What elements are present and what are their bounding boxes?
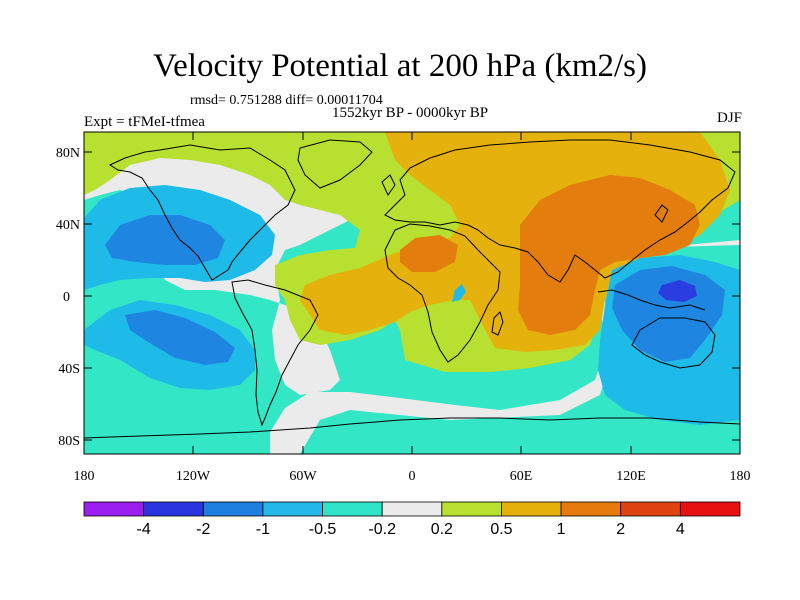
y-tick-label: 0: [63, 290, 70, 305]
contour-fill-field: [84, 132, 740, 454]
antarctica-coastline: [84, 417, 740, 439]
colorbar-label: 2: [616, 521, 625, 538]
x-tick-label: 180: [730, 469, 751, 484]
uk-coastline: [381, 174, 396, 196]
blue-contour-region-south-pacific: [125, 310, 235, 365]
small-light-blue-patch: [452, 284, 466, 302]
y-tick-label: 40N: [56, 218, 80, 233]
eurasia-coastline: [384, 139, 736, 283]
x-tick-label: 180: [74, 469, 95, 484]
colorbar-label: 4: [676, 521, 685, 538]
colorbar: -4 -2 -1 -0.5 -0.2 0.2 0.5 1 2 4: [83, 501, 741, 538]
colorbar-swatch: [322, 501, 383, 517]
colorbar-label: -2: [196, 521, 210, 538]
colorbar-swatch: [560, 501, 622, 517]
australia-coastline: [631, 317, 716, 369]
japan-coastline: [654, 204, 669, 223]
orange-contour-core-north-africa: [400, 235, 458, 272]
colorbar-swatch: [679, 501, 741, 517]
colorbar-label: 0.5: [490, 521, 512, 538]
colorbar-swatch: [501, 501, 562, 517]
time-period-label: 1552kyr BP - 0000kyr BP: [331, 105, 489, 121]
colorbar-swatch: [381, 501, 443, 517]
y-tick-label: 80S: [58, 434, 80, 449]
experiment-label: Expt = tFMeI-tfmea: [84, 114, 205, 130]
x-tick-label: 60W: [289, 469, 317, 484]
y-tick-label: 40S: [58, 362, 80, 377]
africa-coastline: [384, 223, 501, 363]
south-america-coastline: [231, 279, 319, 427]
colorbar-swatch: [143, 501, 204, 517]
colorbar-label: 0.2: [431, 521, 453, 538]
north-america-coastline: [108, 144, 296, 281]
x-tick-label: 0: [409, 469, 416, 484]
colorbar-label: -4: [137, 521, 151, 538]
coastlines: [84, 139, 740, 439]
y-tick-label: 80N: [56, 146, 80, 161]
x-tick-label: 60E: [510, 469, 533, 484]
greenland-coastline: [297, 139, 373, 189]
dark-blue-contour-core: [658, 280, 697, 302]
colorbar-swatch: [620, 501, 681, 517]
colorbar-label: -1: [256, 521, 270, 538]
x-tick-label: 120W: [176, 469, 211, 484]
map-title: Velocity Potential at 200 hPa (km2/s): [152, 48, 648, 84]
colorbar-label: 1: [557, 521, 566, 538]
colorbar-label: -0.2: [368, 521, 396, 538]
axis-ticks: [84, 132, 740, 454]
colorbar-swatch: [83, 501, 145, 517]
colorbar-swatch: [202, 501, 264, 517]
blue-contour-region-maritime-continent: [612, 266, 725, 362]
madagascar-coastline: [491, 311, 504, 336]
colorbar-swatch: [262, 501, 323, 517]
season-label: DJF: [716, 110, 742, 126]
rmsd-diff-stats: rmsd= 0.751288 diff= 0.00011704: [190, 93, 383, 108]
colorbar-label: -0.5: [309, 521, 337, 538]
x-tick-label: 120E: [616, 469, 646, 484]
colorbar-swatch: [441, 501, 502, 517]
maritime-continent-coastline: [597, 289, 706, 311]
